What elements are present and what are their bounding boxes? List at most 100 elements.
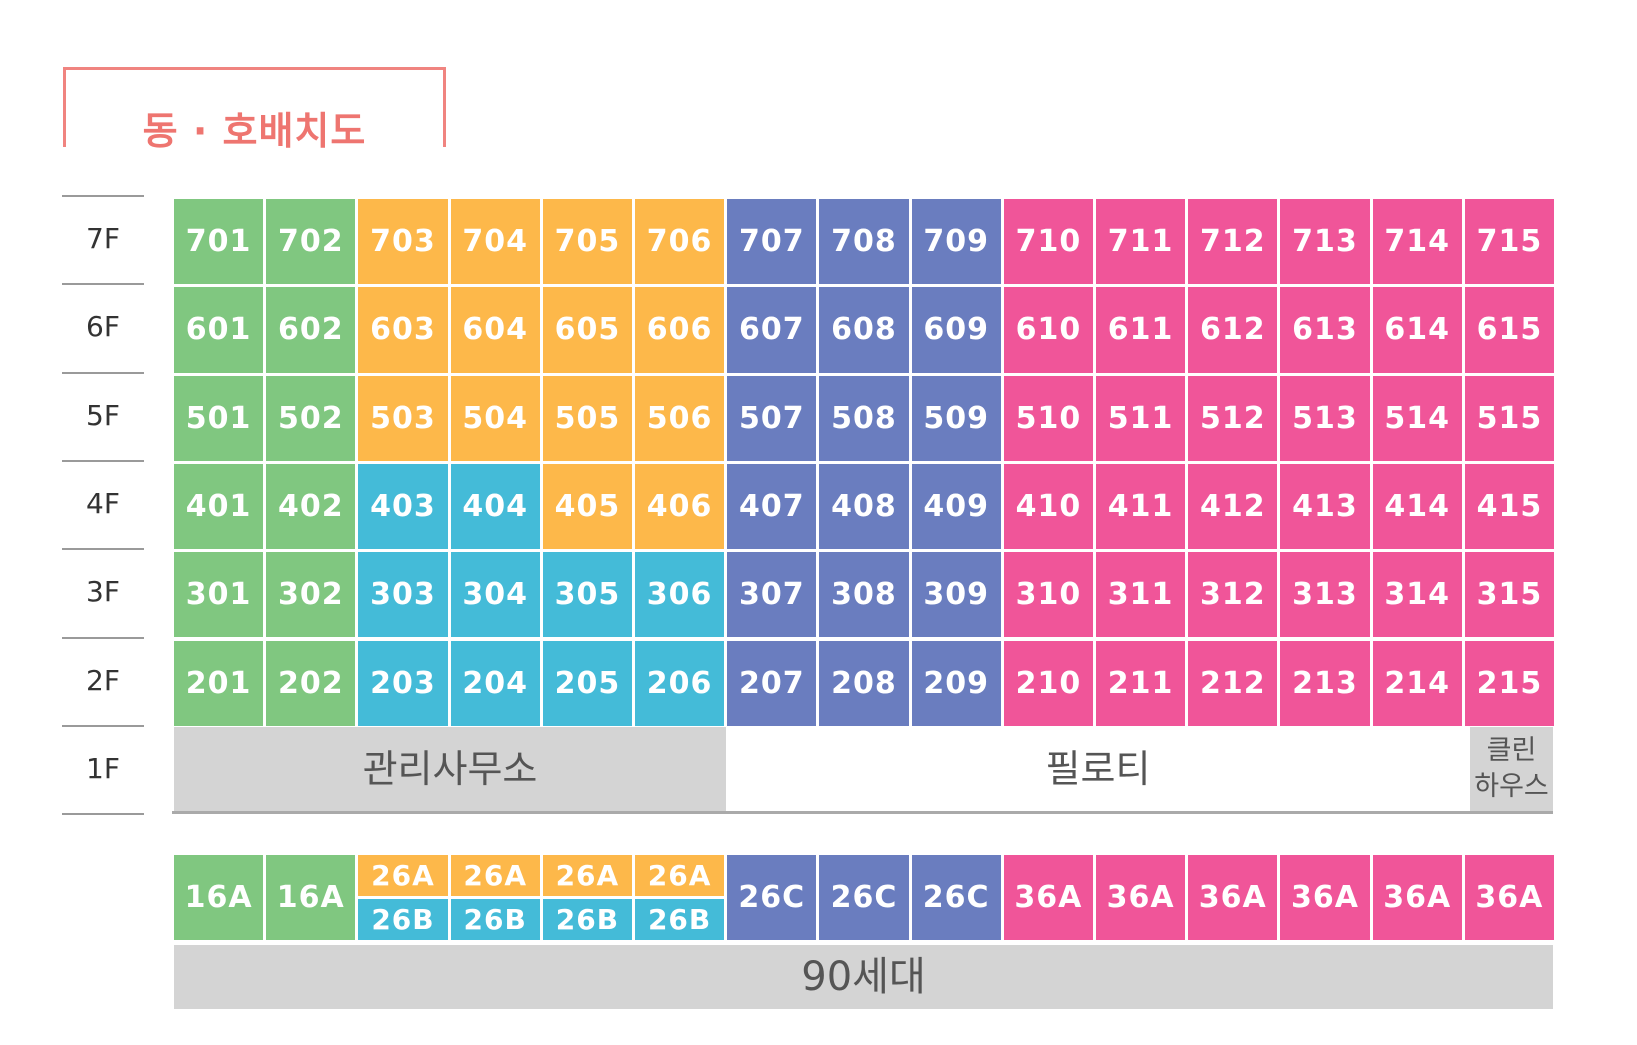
- floor-divider: [62, 371, 144, 374]
- unit-cell: 304: [450, 552, 540, 638]
- unit-cell: 407: [727, 463, 817, 550]
- unit-cell: 412: [1188, 463, 1278, 550]
- unit-cell: 315: [1464, 552, 1554, 638]
- unit-cell: 706: [635, 199, 725, 285]
- unit-type-cell: 16A: [174, 855, 264, 940]
- unit-type-cell-bottom: 26B: [635, 899, 725, 940]
- unit-type-cell: 16A: [266, 855, 356, 940]
- unit-cell: 702: [266, 199, 356, 285]
- unit-cell: 207: [727, 640, 817, 726]
- page-title: 동 · 호배치도: [142, 109, 367, 153]
- unit-cell: 507: [727, 375, 817, 461]
- unit-cell: 211: [1096, 640, 1186, 726]
- unit-cell: 408: [819, 463, 909, 550]
- unit-cell: 314: [1372, 552, 1462, 638]
- unit-cell: 505: [542, 375, 632, 461]
- unit-cell: 414: [1372, 463, 1462, 550]
- unit-cell: 612: [1188, 287, 1278, 373]
- unit-cell: 501: [174, 375, 264, 461]
- unit-cell: 610: [1003, 287, 1093, 373]
- unit-cell: 305: [542, 552, 632, 638]
- unit-type-cell-top: 26A: [358, 855, 448, 896]
- unit-cell: 403: [358, 463, 448, 550]
- title-box: 동 · 호배치도: [63, 67, 446, 153]
- unit-cell: 604: [450, 287, 540, 373]
- unit-cell: 704: [450, 199, 540, 285]
- floor-label: 5F: [86, 398, 120, 432]
- unit-cell: 515: [1464, 375, 1554, 461]
- unit-cell: 607: [727, 287, 817, 373]
- unit-cell: 703: [358, 199, 448, 285]
- unit-cell: 503: [358, 375, 448, 461]
- unit-cell: 712: [1188, 199, 1278, 285]
- unit-cell: 201: [174, 640, 264, 726]
- floor-divider: [62, 459, 144, 462]
- unit-type-cell-top: 26A: [450, 855, 540, 896]
- unit-cell: 613: [1280, 287, 1370, 373]
- unit-cell: 209: [911, 640, 1001, 726]
- unit-cell: 710: [1003, 199, 1093, 285]
- unit-cell: 307: [727, 552, 817, 638]
- unit-cell: 405: [542, 463, 632, 550]
- unit-cell: 508: [819, 375, 909, 461]
- unit-cell: 308: [819, 552, 909, 638]
- unit-type-cell-bottom: 26B: [358, 899, 448, 940]
- unit-cell: 204: [450, 640, 540, 726]
- unit-cell: 701: [174, 199, 264, 285]
- unit-type-cell-top: 26A: [635, 855, 725, 896]
- unit-cell: 608: [819, 287, 909, 373]
- floor-divider: [62, 813, 144, 816]
- unit-cell: 609: [911, 287, 1001, 373]
- floor-divider: [62, 548, 144, 551]
- piloti: 필로티: [726, 727, 1470, 811]
- unit-cell: 506: [635, 375, 725, 461]
- clean-house-line2: 하우스: [1474, 771, 1549, 802]
- unit-cell: 203: [358, 640, 448, 726]
- unit-type-cell: 26C: [819, 855, 909, 940]
- floor-label: 2F: [86, 663, 120, 697]
- unit-cell: 410: [1003, 463, 1093, 550]
- unit-cell: 205: [542, 640, 632, 726]
- unit-cell: 312: [1188, 552, 1278, 638]
- floor-divider: [62, 283, 144, 286]
- unit-cell: 214: [1372, 640, 1462, 726]
- unit-type-cell-top: 26A: [542, 855, 632, 896]
- piloti-label: 필로티: [1045, 747, 1151, 791]
- unit-cell: 502: [266, 375, 356, 461]
- unit-cell: 504: [450, 375, 540, 461]
- unit-cell: 210: [1003, 640, 1093, 726]
- unit-cell: 615: [1464, 287, 1554, 373]
- management-office: 관리사무소: [174, 727, 726, 811]
- unit-cell: 406: [635, 463, 725, 550]
- unit-cell: 513: [1280, 375, 1370, 461]
- floor-divider: [62, 195, 144, 197]
- unit-cell: 313: [1280, 552, 1370, 638]
- unit-cell: 715: [1464, 199, 1554, 285]
- unit-cell: 603: [358, 287, 448, 373]
- floor-label: 4F: [86, 486, 120, 520]
- management-office-label: 관리사무소: [362, 747, 538, 791]
- unit-cell: 302: [266, 552, 356, 638]
- unit-cell: 409: [911, 463, 1001, 550]
- unit-cell: 401: [174, 463, 264, 550]
- unit-cell: 404: [450, 463, 540, 550]
- unit-type-cell-bottom: 26B: [450, 899, 540, 940]
- unit-cell: 509: [911, 375, 1001, 461]
- unit-type-cell: 36A: [1464, 855, 1554, 940]
- floor-divider: [62, 636, 144, 639]
- unit-cell: 208: [819, 640, 909, 726]
- unit-cell: 514: [1372, 375, 1462, 461]
- unit-cell: 614: [1372, 287, 1462, 373]
- unit-type-cell: 36A: [1003, 855, 1093, 940]
- unit-type-cell: 36A: [1280, 855, 1370, 940]
- floor-divider: [62, 724, 144, 727]
- unit-cell: 212: [1188, 640, 1278, 726]
- floor-label: 7F: [86, 222, 120, 255]
- unit-cell: 306: [635, 552, 725, 638]
- unit-cell: 705: [542, 199, 632, 285]
- unit-type-cell: 36A: [1188, 855, 1278, 940]
- unit-cell: 511: [1096, 375, 1186, 461]
- unit-cell: 303: [358, 552, 448, 638]
- unit-cell: 605: [542, 287, 632, 373]
- clean-house: 클린 하우스: [1470, 727, 1553, 811]
